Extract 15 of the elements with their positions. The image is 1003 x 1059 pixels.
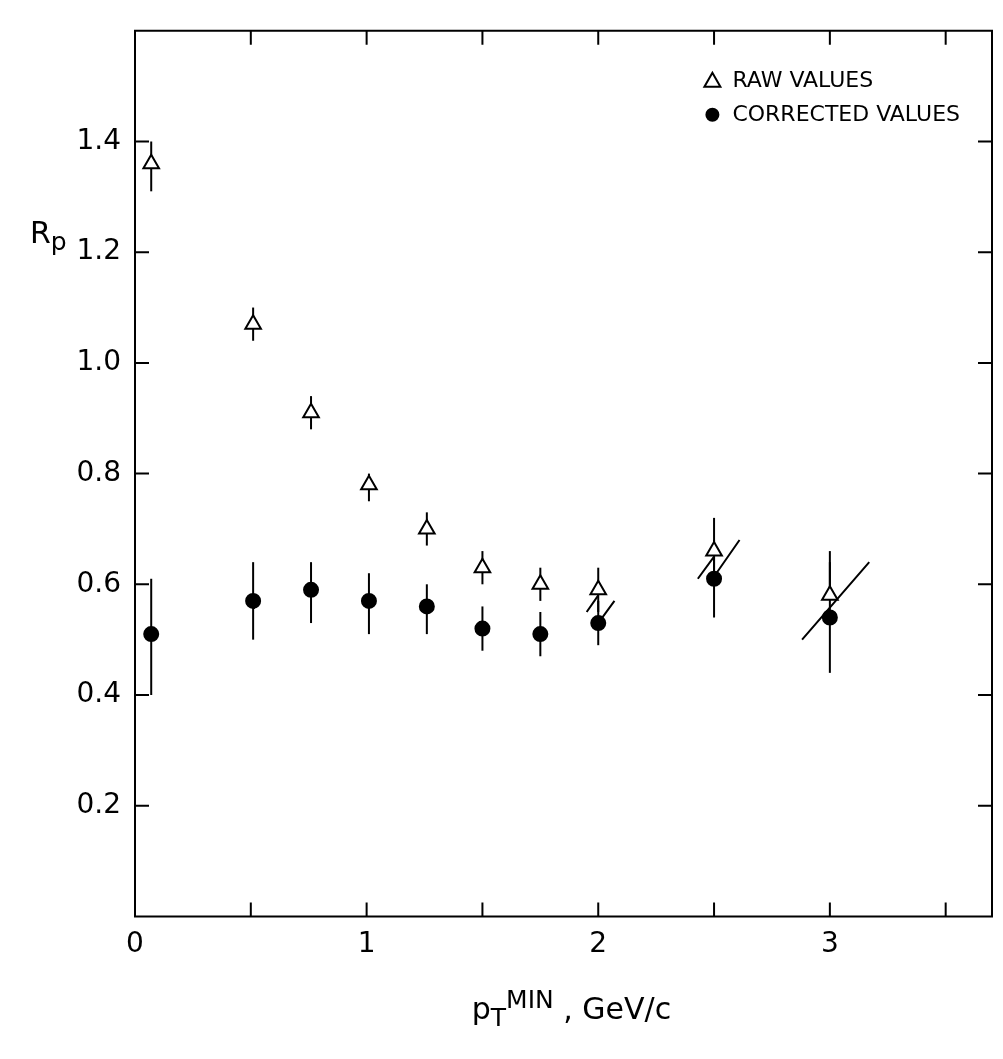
x-axis-title: p$_{T}$$^{MIN}$ , GeV/c [470,985,673,1032]
y-tick-label: 0.6 [76,565,121,599]
y-tick-label: 1.2 [76,233,121,267]
x-tick-label: 1 [357,926,376,960]
y-tick-label: 0.2 [76,786,121,820]
legend-label: CORRECTED VALUES [732,100,960,126]
legend-label: RAW VALUES [732,66,874,92]
y-tick-label: 1.4 [76,122,121,156]
x-tick-label: 2 [589,926,608,960]
x-tick-label: 0 [126,926,144,960]
y-tick-label: 0.4 [76,676,121,710]
y-tick-label: 0.8 [76,454,121,488]
y-tick-label: 1.0 [76,344,121,378]
y-axis-title: R$_{p}$ [30,215,67,256]
x-tick-label: 3 [820,926,839,960]
